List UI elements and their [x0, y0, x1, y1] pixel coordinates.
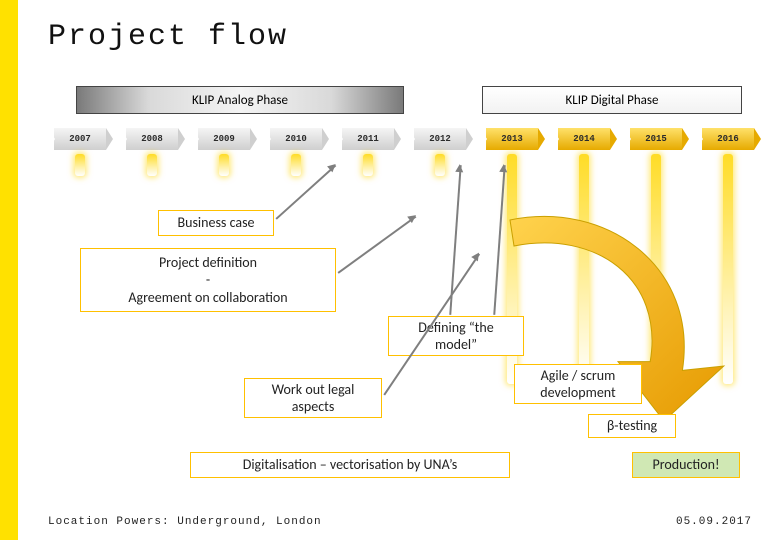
year-label: 2013 — [486, 128, 538, 150]
box-digit: Digitalisation – vectorisation by UNA’s — [190, 452, 510, 478]
year-chevron-2007: 2007 — [48, 128, 112, 150]
year-label: 2008 — [126, 128, 178, 150]
glow-column — [435, 154, 445, 176]
glow-column — [291, 154, 301, 176]
glow-column — [219, 154, 229, 176]
box-beta: β-testing — [588, 414, 676, 438]
year-timeline: 2007 2008 2009 2010 2011 2012 2013 2014 2015 2016 — [48, 128, 760, 154]
arrow-project_def — [338, 216, 417, 274]
year-chevron-2013: 2013 — [480, 128, 544, 150]
page-title: Project flow — [48, 20, 288, 54]
year-label: 2014 — [558, 128, 610, 150]
box-business_case: Business case — [158, 210, 274, 236]
year-chevron-2011: 2011 — [336, 128, 400, 150]
box-defining: Defining “the model” — [388, 316, 524, 356]
phase-bar-analog: KLIP Analog Phase — [76, 86, 404, 114]
year-label: 2015 — [630, 128, 682, 150]
arrow-business_case — [275, 165, 335, 220]
box-legal: Work out legal aspects — [244, 378, 382, 418]
box-agile: Agile / scrum development — [514, 364, 642, 404]
box-project_def: Project definition-Agreement on collabor… — [80, 248, 336, 312]
glow-column — [75, 154, 85, 176]
box-prod: Production! — [632, 452, 740, 478]
arrow-defining — [449, 165, 461, 315]
year-label: 2016 — [702, 128, 754, 150]
year-chevron-2010: 2010 — [264, 128, 328, 150]
year-chevron-2012: 2012 — [408, 128, 472, 150]
footer-left: Location Powers: Underground, London — [48, 516, 322, 528]
year-label: 2010 — [270, 128, 322, 150]
year-label: 2011 — [342, 128, 394, 150]
phase-bar-digital: KLIP Digital Phase — [482, 86, 742, 114]
year-chevron-2008: 2008 — [120, 128, 184, 150]
footer-right: 05.09.2017 — [676, 516, 752, 528]
year-chevron-2009: 2009 — [192, 128, 256, 150]
year-chevron-2014: 2014 — [552, 128, 616, 150]
glow-column — [147, 154, 157, 176]
left-accent-stripe — [0, 0, 18, 540]
year-chevron-2015: 2015 — [624, 128, 688, 150]
slide: Project flow KLIP Analog Phase KLIP Digi… — [0, 0, 780, 540]
year-label: 2007 — [54, 128, 106, 150]
year-label: 2009 — [198, 128, 250, 150]
year-label: 2012 — [414, 128, 466, 150]
glow-column — [363, 154, 373, 176]
year-chevron-2016: 2016 — [696, 128, 760, 150]
